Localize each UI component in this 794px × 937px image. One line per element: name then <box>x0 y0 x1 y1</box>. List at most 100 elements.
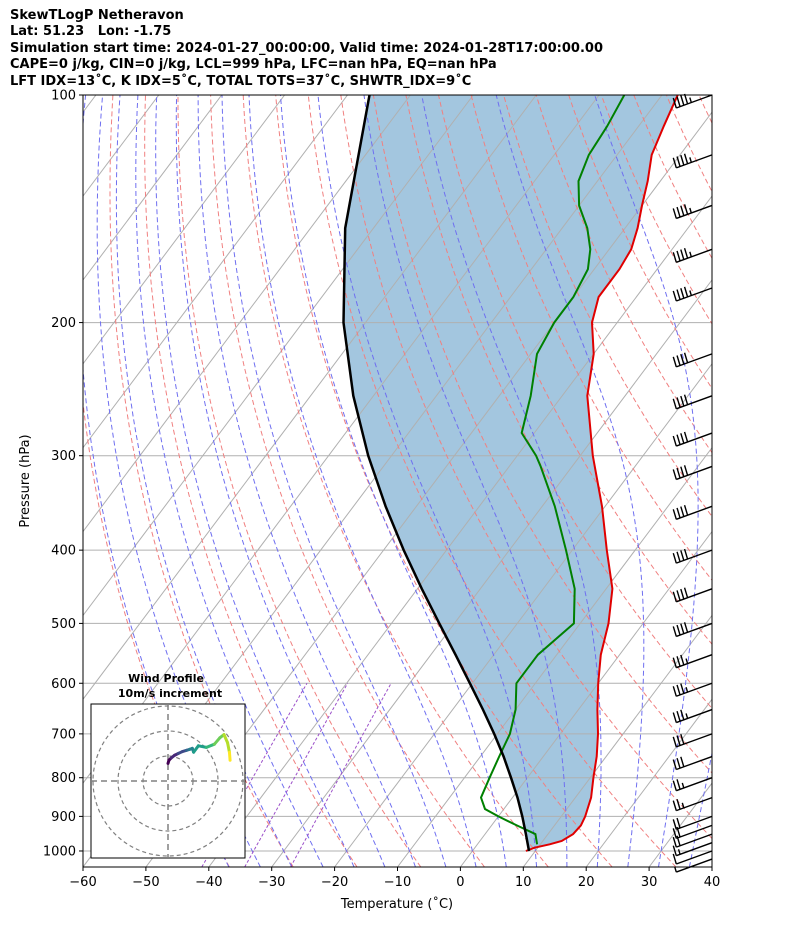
wind-barb-feather <box>683 248 689 259</box>
header-cape-line: CAPE=0 j/kg, CIN=0 j/kg, LCL=999 hPa, LF… <box>10 57 497 73</box>
isotherm-line <box>208 195 712 867</box>
wind-barb-shaft <box>676 287 713 302</box>
wind-barb <box>672 465 713 481</box>
isotherm-line <box>522 614 712 867</box>
y-tick-label: 200 <box>51 316 76 331</box>
dry-adiabat-line <box>307 95 677 867</box>
wind-barb-half-feather <box>689 207 692 214</box>
wind-barb-feather <box>672 853 677 865</box>
wind-barb-feather <box>672 800 677 811</box>
wind-barb-feather <box>676 624 681 636</box>
wind-barb <box>672 755 713 771</box>
y-tick-label: 500 <box>51 617 76 632</box>
dry-adiabat-line <box>600 95 712 325</box>
wind-barb-shaft <box>676 432 713 447</box>
wind-barbs <box>672 93 713 873</box>
wind-barb-feather <box>683 153 689 164</box>
wind-barb-feather <box>672 97 677 109</box>
wind-barb <box>672 654 713 669</box>
wind-barb-feather <box>680 154 685 166</box>
wind-barb <box>672 833 713 848</box>
wind-barb-feather <box>683 93 689 105</box>
wind-barb-shaft <box>676 622 713 638</box>
background-lines <box>83 95 712 867</box>
wind-barb-half-feather <box>685 713 689 719</box>
header-times: Simulation start time: 2024-01-27_00:00:… <box>10 40 603 56</box>
dry-adiabat-line <box>242 95 549 867</box>
wind-barb-feather <box>672 469 677 480</box>
wind-barb <box>672 248 713 263</box>
wind-barb-feather <box>676 757 681 769</box>
hodograph-subtitle: 10m/s increment <box>118 687 222 700</box>
wind-barb-feather <box>672 712 677 723</box>
dry-adiabat-line <box>438 95 712 645</box>
wind-barb <box>672 286 713 302</box>
isotherm-line <box>83 95 348 449</box>
wind-barb <box>672 394 713 410</box>
wind-barb-shaft <box>676 708 713 724</box>
x-tick-label: 40 <box>704 875 721 890</box>
isotherm-line <box>83 95 223 281</box>
wind-barb-feather <box>683 204 689 215</box>
y-tick-label: 900 <box>51 810 76 825</box>
wind-barb-shaft <box>676 755 713 771</box>
wind-barb-feather <box>672 819 677 830</box>
wind-barb <box>672 622 713 638</box>
dry-adiabat-line <box>503 95 712 518</box>
wind-barb <box>672 153 713 169</box>
wind-barb-feather <box>676 96 681 107</box>
wind-barb-feather <box>672 686 677 697</box>
wind-barb-feather <box>672 208 677 219</box>
wind-barb-feather <box>672 836 677 848</box>
wind-barb-feather <box>680 95 685 106</box>
wind-barb-feather <box>676 156 681 167</box>
wind-barb-shaft <box>676 465 713 481</box>
y-axis: 100 200 300 400 500 600 700 800 900 1000 <box>43 89 83 859</box>
wind-barb <box>672 824 713 840</box>
isotherm-line <box>648 782 712 867</box>
wind-barb-feather <box>676 684 681 696</box>
wind-barb-feather <box>676 507 681 519</box>
y-tick-label: 400 <box>51 544 76 559</box>
wind-barb-shaft <box>676 654 713 669</box>
wind-barb-half-feather <box>681 782 685 789</box>
wind-barb-feather <box>683 286 689 298</box>
wind-barb-feather <box>676 206 681 218</box>
y-tick-label: 700 <box>51 727 76 742</box>
wind-barb-feather <box>676 551 681 562</box>
wind-barb-feather <box>683 587 689 598</box>
dewpoint-line <box>479 95 626 845</box>
x-tick-label: −10 <box>384 875 411 890</box>
wind-barb-feather <box>680 249 685 260</box>
wind-barb-half-feather <box>681 802 685 809</box>
y-tick-label: 600 <box>51 677 76 692</box>
wind-barb-feather <box>676 779 681 790</box>
wind-barb-feather <box>680 433 685 444</box>
wind-barb-feather <box>683 548 689 560</box>
x-tick-label: −40 <box>195 875 222 890</box>
y-tick-label: 300 <box>51 449 76 464</box>
wind-barb-shaft <box>676 154 713 169</box>
mixing-ratio-line <box>244 683 349 867</box>
wind-barb-feather <box>672 845 677 856</box>
wind-barb-feather <box>672 509 677 520</box>
dry-adiabat-line <box>568 95 712 390</box>
moist-adiabat-line <box>363 95 568 867</box>
x-axis-label: Temperature (˚C) <box>340 896 453 912</box>
wind-barb-feather <box>672 828 677 839</box>
wind-barb-feather <box>672 780 677 791</box>
dry-adiabat-line <box>633 95 712 260</box>
wind-barb <box>672 842 713 857</box>
isotherm-line <box>83 95 97 114</box>
wind-barb <box>672 796 713 812</box>
wind-barb-feather <box>676 710 681 722</box>
parcel-profile-line <box>342 95 531 852</box>
wind-barb-feather <box>672 435 677 447</box>
wind-barb-shaft <box>676 505 713 520</box>
y-axis-label: Pressure (hPa) <box>18 434 33 527</box>
wind-barb-feather <box>676 289 681 300</box>
wind-barb-feather <box>680 623 685 634</box>
wind-barb-feather <box>672 591 677 603</box>
wind-barb-feather <box>672 736 677 748</box>
